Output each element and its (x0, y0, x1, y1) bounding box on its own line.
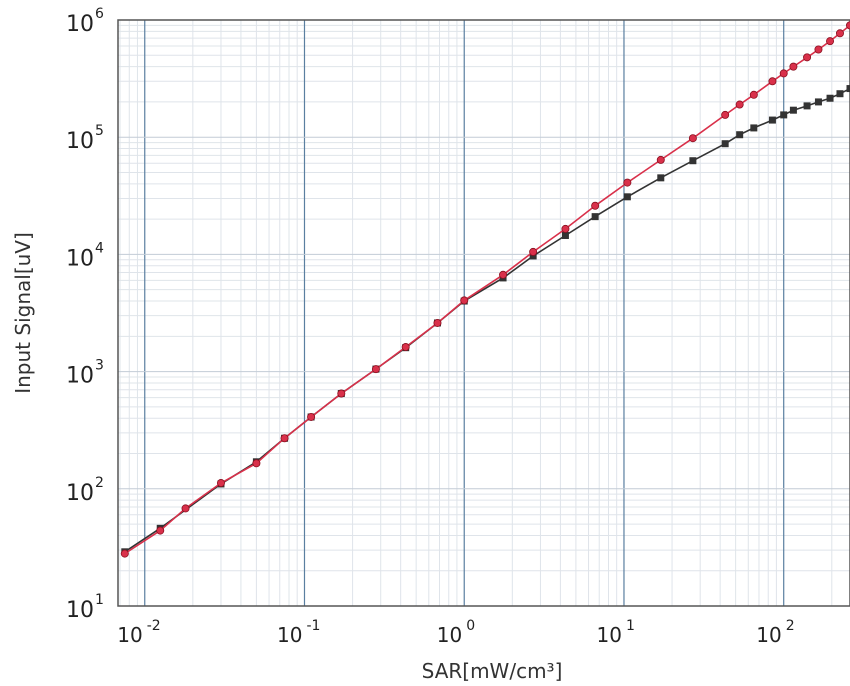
x-tick-label: 10 (117, 623, 142, 647)
x-tick-exponent: 1 (626, 618, 635, 634)
x-tick-exponent: -1 (306, 618, 320, 634)
data-point-circle (371, 365, 380, 374)
data-point-square (529, 252, 537, 260)
y-tick-exponent: 5 (95, 123, 104, 139)
y-tick-label: 10 (66, 364, 94, 389)
data-point-circle (835, 29, 844, 38)
data-point-circle (803, 53, 812, 62)
major-grid (118, 20, 850, 606)
plot-frame (117, 19, 850, 607)
data-point-circle (688, 134, 697, 143)
data-point-square (591, 213, 599, 221)
data-point-square (623, 193, 631, 201)
series-line (124, 87, 850, 553)
data-point-circle (156, 526, 165, 535)
y-tick-label: 10 (66, 12, 94, 37)
data-point-square (803, 102, 811, 110)
data-point-circle (779, 69, 788, 78)
data-point-circle (749, 90, 758, 99)
x-tick-label: 10 (437, 623, 462, 647)
data-point-circle (181, 504, 190, 513)
data-point-circle (623, 178, 632, 187)
data-point-circle (499, 270, 508, 279)
y-tick-label: 10 (66, 598, 94, 623)
data-point-circle (337, 389, 346, 398)
data-point-square (780, 111, 788, 119)
data-point-circle (433, 318, 442, 327)
y-tick-label: 10 (66, 481, 94, 506)
data-point-square (750, 124, 758, 132)
data-point-circle (735, 100, 744, 109)
data-point-square (721, 140, 729, 148)
x-tick-label: 10 (597, 623, 622, 647)
x-tick-exponent: -2 (147, 618, 161, 634)
x-tick-exponent: 0 (466, 618, 475, 634)
data-point-circle (307, 412, 316, 421)
data-point-square (768, 116, 776, 124)
data-point-circle (561, 224, 570, 233)
data-point-circle (460, 296, 469, 305)
data-point-square (814, 98, 822, 106)
x-axis-label: SAR[mW/cm³] (422, 659, 563, 683)
data-point-circle (721, 110, 730, 119)
data-point-circle (529, 247, 538, 256)
y-tick-exponent: 4 (95, 240, 104, 256)
x-tick-exponent: 2 (786, 618, 795, 634)
y-axis-label: Input Signal[uV] (11, 232, 35, 394)
data-point-square (657, 174, 665, 182)
data-point-square (836, 90, 844, 98)
minor-grid (118, 20, 850, 606)
data-point-square (561, 231, 569, 239)
data-point-circle (591, 201, 600, 210)
y-tick-label: 10 (66, 129, 94, 154)
y-tick-exponent: 2 (95, 475, 104, 491)
data-point-circle (826, 37, 835, 46)
y-tick-exponent: 1 (95, 592, 104, 608)
data-point-circle (401, 343, 410, 352)
x-tick-label: 10 (277, 623, 302, 647)
data-point-circle (846, 21, 850, 30)
data-point-circle (216, 479, 225, 488)
data-point-circle (120, 549, 129, 558)
data-point-circle (280, 434, 289, 443)
data-point-circle (252, 459, 261, 468)
data-point-circle (656, 155, 665, 164)
data-point-circle (768, 77, 777, 86)
data-point-square (789, 106, 797, 114)
series-2 (120, 21, 850, 558)
data-point-circle (789, 62, 798, 71)
data-point-square (846, 85, 850, 93)
x-tick-labels: 10 -2 10 -1 10 0 10 1 10 2 (117, 618, 794, 647)
data-point-square (736, 131, 744, 139)
data-point-square (826, 94, 834, 102)
data-point-circle (814, 45, 823, 54)
x-tick-label: 10 (756, 623, 781, 647)
y-tick-exponent: 6 (95, 6, 104, 22)
series-layer (120, 21, 850, 558)
y-tick-label: 10 (66, 246, 94, 271)
data-point-square (689, 157, 697, 165)
y-tick-exponent: 3 (95, 358, 104, 374)
